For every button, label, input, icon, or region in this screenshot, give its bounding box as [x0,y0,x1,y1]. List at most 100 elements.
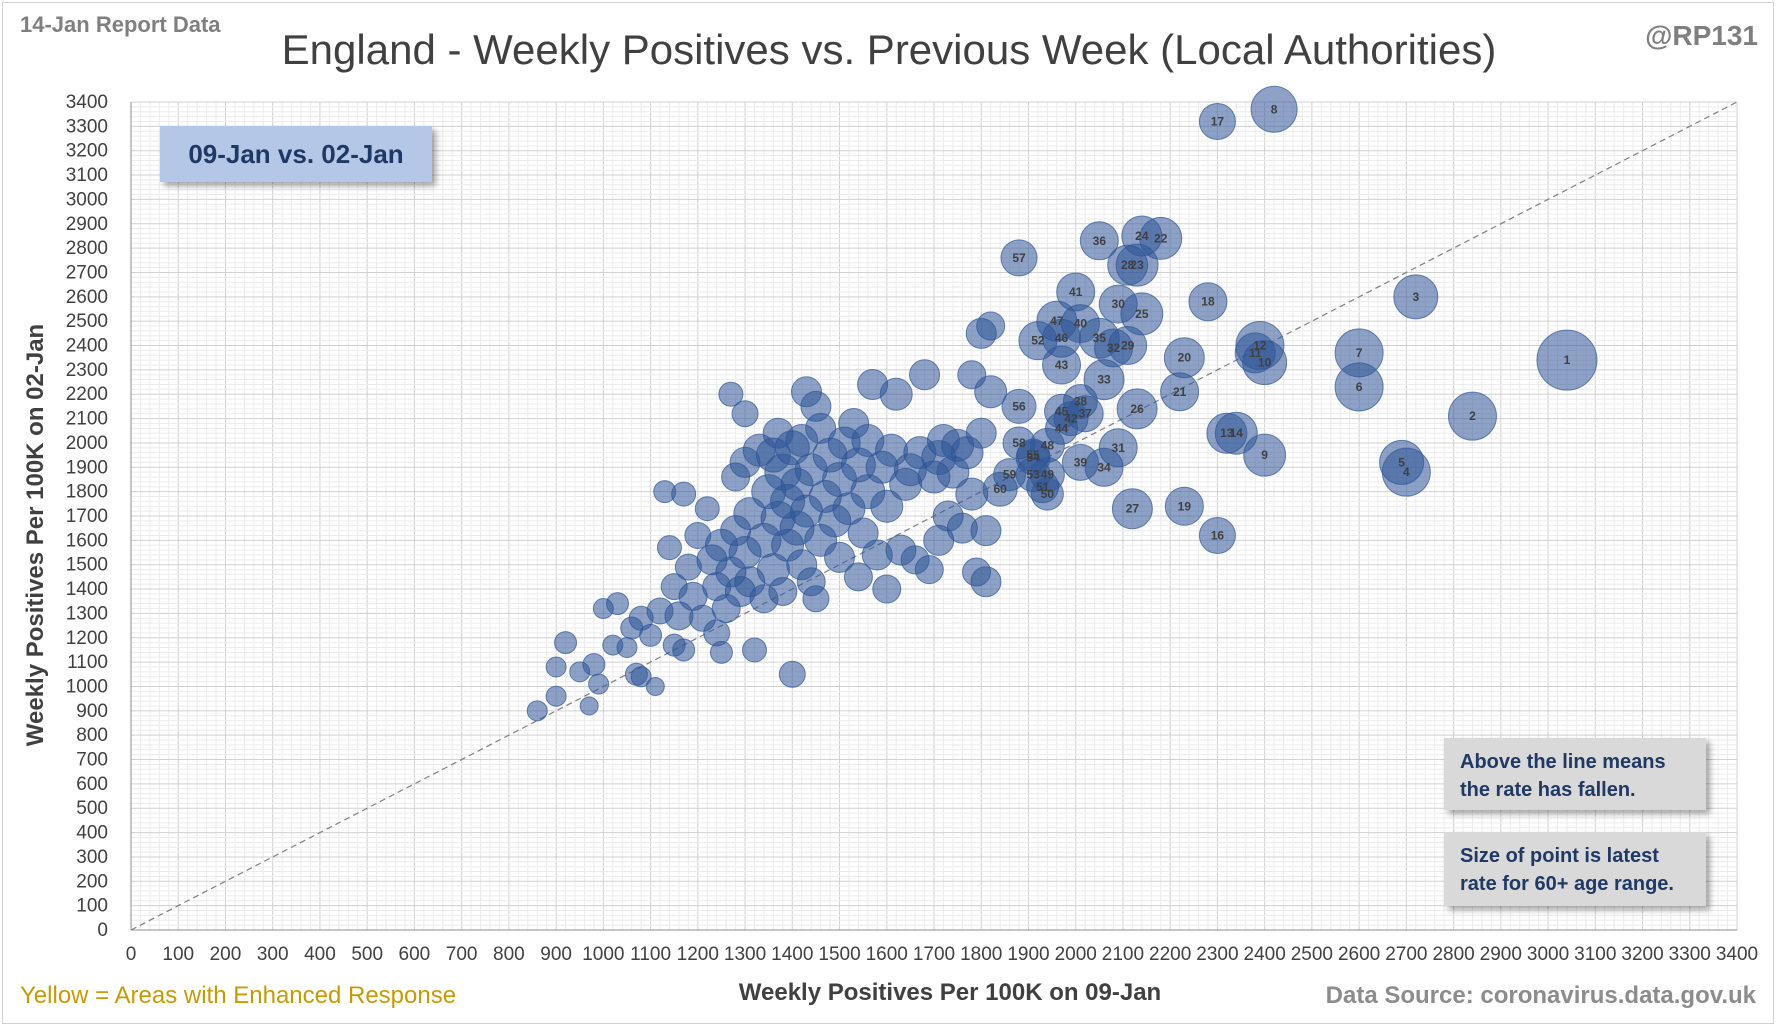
y-axis-label: Weekly Positives Per 100K on 02-Jan [22,323,49,747]
point-label: 17 [1211,114,1225,128]
x-tick-label: 3400 [1716,944,1758,965]
y-tick-label: 1000 [66,676,108,697]
y-tick-label: 2700 [66,262,108,283]
x-tick-label: 0 [126,944,137,965]
y-tick-label: 2200 [66,384,108,405]
y-tick-label: 3200 [66,141,108,162]
data-point [639,623,663,647]
point-label: 46 [1055,331,1069,345]
y-tick-label: 3300 [66,116,108,137]
point-label: 13 [1220,426,1234,440]
data-point-labeled [1334,328,1384,378]
data-point-labeled [1379,439,1425,485]
data-point-labeled [982,471,1018,507]
point-label: 54 [1027,451,1041,465]
point-label: 41 [1069,285,1083,299]
data-point [645,676,665,696]
y-tick-label: 1100 [67,652,108,673]
y-tick-label: 1500 [66,555,108,576]
point-label: 20 [1178,351,1192,365]
point-label: 44 [1055,421,1069,435]
data-point-labeled [1116,388,1158,430]
axes [130,102,1737,931]
x-tick-label: 200 [210,944,242,965]
point-label: 30 [1112,297,1126,311]
data-point-labeled [1044,393,1080,429]
y-tick-label: 3400 [66,92,108,113]
x-tick-label: 1900 [1007,944,1049,965]
point-label: 56 [1012,399,1026,413]
x-tick-label: 2000 [1055,944,1097,965]
data-point [582,653,606,677]
point-label: 4 [1403,465,1410,479]
data-point-labeled [1098,284,1138,324]
data-point [970,515,1002,547]
data-point-labeled [1111,488,1153,530]
data-point [970,566,1002,598]
data-point [955,477,989,511]
point-label: 18 [1201,295,1215,309]
x-tick-label: 1700 [913,944,955,965]
y-tick-label: 1700 [66,506,108,527]
data-point-labeled [1250,85,1298,133]
data-point-labeled [1002,426,1036,460]
report-date: 14-Jan Report Data [20,12,221,37]
x-tick-label: 2900 [1480,944,1522,965]
data-point [974,375,1008,409]
data-point-labeled [1198,102,1236,140]
data-point-labeled [1107,244,1149,286]
y-tick-label: 2000 [66,433,108,454]
point-label: 50 [1041,487,1055,501]
y-tick-label: 0 [97,920,108,941]
data-point-labeled [1235,321,1285,371]
point-label: 57 [1012,251,1026,265]
x-tick-label: 500 [351,944,383,965]
y-tick-label: 1600 [66,530,108,551]
data-point [872,574,902,604]
y-tick-label: 2800 [66,238,108,259]
data-point [768,576,798,606]
point-label: 60 [993,482,1007,496]
data-point [731,400,759,428]
point-label: 43 [1055,358,1069,372]
data-point [554,631,578,655]
y-tick-label: 600 [76,774,108,795]
y-tick-label: 1900 [66,457,108,478]
point-label: 59 [1003,468,1017,482]
point-label: 35 [1093,331,1107,345]
point-label: 2 [1469,409,1476,423]
y-tick-label: 1200 [66,628,108,649]
x-tick-label: 1000 [582,944,624,965]
data-point [843,562,873,592]
point-label: 29 [1121,339,1135,353]
data-point [526,700,548,722]
data-point [656,535,682,561]
point-label: 3 [1412,290,1419,304]
point-label: 5 [1398,455,1405,469]
point-label: 11 [1249,346,1262,360]
data-point-labeled [1061,443,1099,481]
data-point [914,555,944,585]
point-label: 25 [1135,307,1149,321]
point-label: 58 [1012,436,1026,450]
point-label: 19 [1178,499,1192,513]
data-point [847,517,879,549]
point-label: 51 [1036,480,1050,494]
x-tick-label: 3000 [1527,944,1569,965]
x-tick-label: 1200 [677,944,719,965]
enhanced-response-legend: Yellow = Areas with Enhanced Response [20,982,457,1009]
x-tick-label: 1600 [866,944,908,965]
x-tick-label: 3300 [1669,944,1711,965]
x-tick-label: 1300 [724,944,766,965]
bubble-series [526,85,1598,722]
point-label: 9 [1261,448,1268,462]
x-tick-label: 3100 [1574,944,1616,965]
y-tick-label: 800 [76,725,108,746]
x-tick-label: 900 [540,944,572,965]
size-meaning-note: Size of point is latest rate for 60+ age… [1444,832,1706,906]
x-tick-label: 1400 [771,944,813,965]
data-point [630,666,652,688]
point-label: 49 [1041,468,1055,482]
y-tick-label: 1800 [66,482,108,503]
